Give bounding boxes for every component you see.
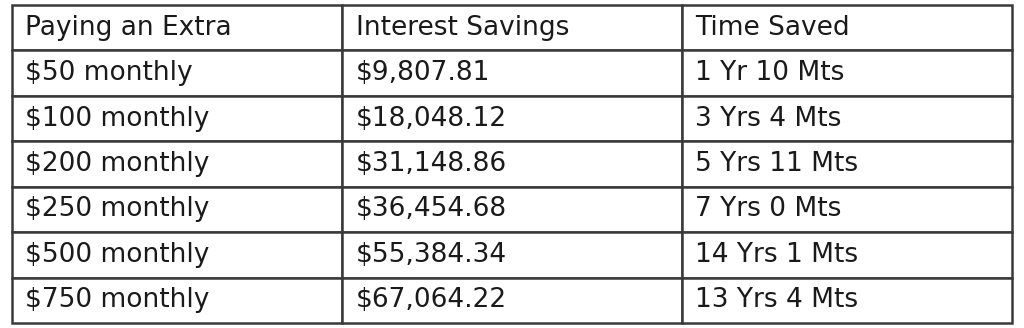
Bar [342, 187, 682, 232]
Bar [12, 277, 342, 323]
Text: $36,454.68: $36,454.68 [355, 196, 507, 222]
Text: $50 monthly: $50 monthly [26, 60, 194, 86]
Bar [342, 232, 682, 277]
Text: $31,148.86: $31,148.86 [355, 151, 507, 177]
Text: $100 monthly: $100 monthly [26, 106, 210, 132]
Bar [12, 141, 342, 187]
Text: $18,048.12: $18,048.12 [355, 106, 507, 132]
Text: 3 Yrs 4 Mts: 3 Yrs 4 Mts [695, 106, 842, 132]
Text: $9,807.81: $9,807.81 [355, 60, 490, 86]
Bar [12, 51, 342, 96]
Bar [682, 96, 1012, 141]
Bar [12, 96, 342, 141]
Bar [682, 5, 1012, 51]
Text: $750 monthly: $750 monthly [26, 287, 210, 313]
Bar [342, 5, 682, 51]
Text: $55,384.34: $55,384.34 [355, 242, 507, 268]
Bar [682, 232, 1012, 277]
Bar [342, 277, 682, 323]
Text: Time Saved: Time Saved [695, 15, 850, 41]
Text: 5 Yrs 11 Mts: 5 Yrs 11 Mts [695, 151, 858, 177]
Bar [12, 187, 342, 232]
Text: Paying an Extra: Paying an Extra [26, 15, 232, 41]
Bar [682, 141, 1012, 187]
Bar [342, 51, 682, 96]
Text: $67,064.22: $67,064.22 [355, 287, 507, 313]
Bar [342, 96, 682, 141]
Bar [682, 51, 1012, 96]
Text: $200 monthly: $200 monthly [26, 151, 210, 177]
Text: $500 monthly: $500 monthly [26, 242, 210, 268]
Bar [682, 277, 1012, 323]
Text: 13 Yrs 4 Mts: 13 Yrs 4 Mts [695, 287, 858, 313]
Text: Interest Savings: Interest Savings [355, 15, 569, 41]
Bar [12, 232, 342, 277]
Text: 7 Yrs 0 Mts: 7 Yrs 0 Mts [695, 196, 842, 222]
Bar [12, 5, 342, 51]
Bar [342, 141, 682, 187]
Text: 1 Yr 10 Mts: 1 Yr 10 Mts [695, 60, 845, 86]
Text: $250 monthly: $250 monthly [26, 196, 210, 222]
Text: 14 Yrs 1 Mts: 14 Yrs 1 Mts [695, 242, 858, 268]
Bar [682, 187, 1012, 232]
